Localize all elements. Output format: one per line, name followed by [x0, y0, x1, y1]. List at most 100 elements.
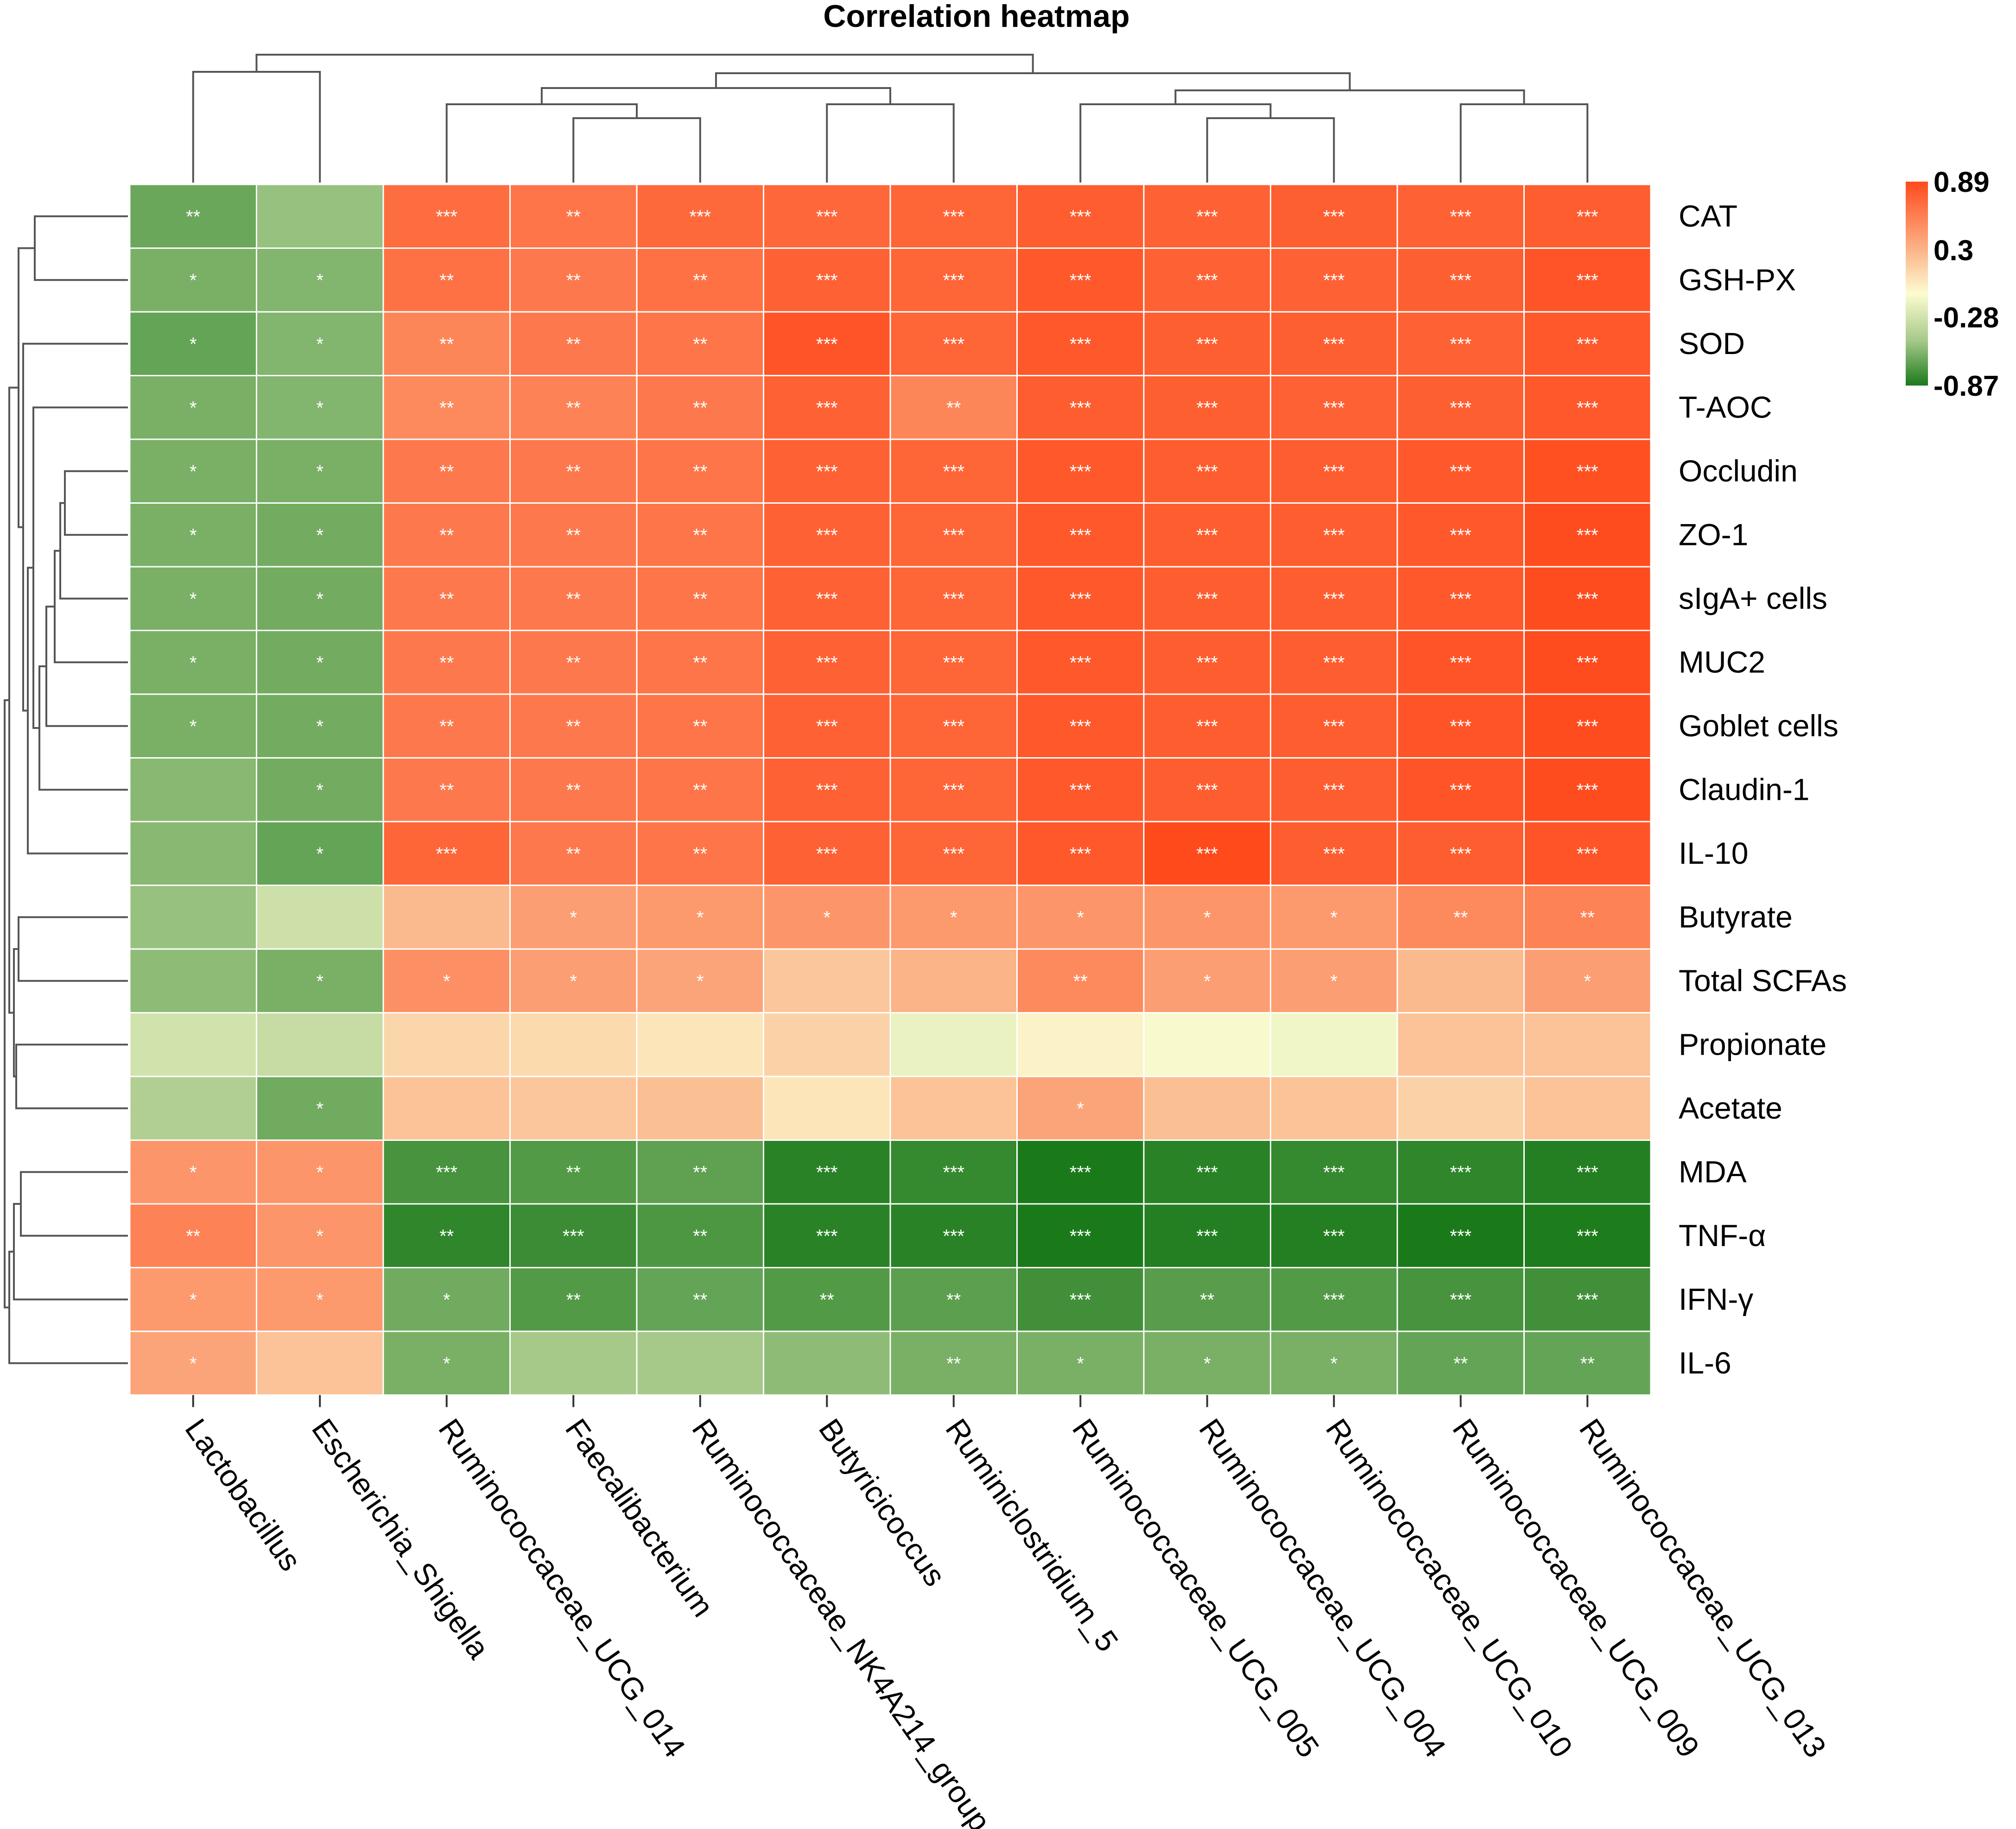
heatmap-cell: [382, 1139, 511, 1205]
heatmap-cell: [129, 502, 257, 568]
row-label-siga-cells: sIgA+ cells: [1679, 581, 1827, 615]
heatmap-cell: [1143, 375, 1271, 440]
significance-mark: ***: [1196, 716, 1218, 737]
dendrogram-branch: [32, 406, 128, 729]
significance-mark: **: [566, 1290, 581, 1310]
heatmap-cell: [763, 1139, 891, 1205]
heatmap-cell: [1016, 757, 1145, 823]
heatmap-cell: [256, 821, 384, 886]
significance-mark: ***: [1450, 589, 1471, 609]
heatmap-cell: [129, 311, 257, 376]
significance-mark: **: [693, 334, 707, 354]
dendrogram-branch: [540, 87, 891, 104]
heatmap-cell: [129, 821, 257, 886]
dendrogram-branch: [59, 502, 128, 600]
heatmap-cell: [1143, 1330, 1271, 1396]
heatmap-cell: [129, 885, 257, 950]
significance-mark: **: [1453, 907, 1468, 928]
heatmap-cell: [763, 821, 891, 886]
heatmap-cell: [636, 1012, 764, 1077]
color-legend: 0.89 0.3 -0.28 -0.87: [1906, 166, 1999, 402]
significance-mark: ***: [1323, 1290, 1345, 1310]
significance-mark: ***: [1450, 462, 1471, 482]
significance-mark: ***: [1577, 1162, 1598, 1183]
heatmap-cell: [509, 438, 638, 504]
significance-mark: *: [190, 462, 197, 482]
significance-mark: ***: [1323, 844, 1345, 864]
heatmap-cell: [1143, 502, 1271, 568]
significance-mark: ***: [1196, 589, 1218, 609]
heatmap-cell: [509, 247, 638, 313]
row-label-goblet-cells: Goblet cells: [1679, 709, 1838, 743]
significance-mark: *: [190, 270, 197, 291]
heatmap-cell: [763, 566, 891, 631]
significance-mark: *: [316, 589, 323, 609]
heatmap-cell: [129, 1076, 257, 1141]
significance-mark: *: [316, 1099, 323, 1119]
heatmap-cell: [1523, 247, 1652, 313]
significance-mark: **: [693, 1162, 707, 1183]
heatmap-cell: [1270, 1139, 1398, 1205]
heatmap-cell: [1016, 1203, 1145, 1268]
significance-mark: **: [439, 270, 454, 291]
significance-mark: ***: [1070, 716, 1091, 737]
significance-mark: ***: [1450, 270, 1471, 291]
significance-mark: ***: [816, 334, 838, 354]
significance-mark: ***: [689, 207, 711, 227]
significance-mark: **: [566, 398, 581, 418]
significance-mark: ***: [943, 844, 964, 864]
heatmap-cell: [256, 566, 384, 631]
significance-mark: ***: [1450, 1290, 1471, 1310]
significance-mark: **: [693, 1226, 707, 1247]
column-label-ruminococcaceae-ucg-009: Ruminococcaceae_UCG_009: [1446, 1412, 1706, 1764]
heatmap-cell: [1270, 821, 1398, 886]
significance-mark: ***: [1070, 1290, 1091, 1310]
significance-mark: ***: [1323, 207, 1345, 227]
significance-mark: ***: [943, 716, 964, 737]
dendrogram-branch: [192, 71, 321, 183]
heatmap-cell: [1523, 375, 1652, 440]
heatmap-cell: [1396, 184, 1525, 249]
row-label-total-scfas: Total SCFAs: [1679, 963, 1847, 998]
heatmap-cell: [763, 1203, 891, 1268]
heatmap-cell: [636, 566, 764, 631]
heatmap-cell: [1396, 1139, 1525, 1205]
significance-mark: ***: [943, 207, 964, 227]
heatmap-cell: [763, 247, 891, 313]
heatmap-cell: [1016, 885, 1145, 950]
heatmap-cell: [1143, 948, 1271, 1013]
significance-mark: **: [439, 462, 454, 482]
dendrogram-branch: [18, 247, 35, 528]
significance-mark: *: [950, 907, 957, 928]
heatmap-cell: [1396, 630, 1525, 695]
significance-mark: **: [439, 652, 454, 673]
heatmap-cell: [509, 1076, 638, 1141]
heatmap-cell: [1396, 821, 1525, 886]
dendrogram-branch: [1206, 117, 1335, 183]
significance-mark: *: [316, 462, 323, 482]
significance-mark: ***: [1070, 207, 1091, 227]
heatmap-cell: [1396, 566, 1525, 631]
column-label-ruminococcaceae-ucg-013: Ruminococcaceae_UCG_013: [1573, 1412, 1833, 1764]
significance-mark: **: [693, 270, 707, 291]
dendrogram-branch: [15, 1044, 128, 1109]
heatmap-cell: [1523, 1330, 1652, 1396]
heatmap-cell: [889, 1076, 1018, 1141]
significance-mark: *: [316, 270, 323, 291]
heatmap-cell: [1270, 1267, 1398, 1332]
column-labels: LactobacillusEscherichia_ShigellaRuminoc…: [178, 1395, 1833, 1829]
significance-mark: **: [186, 1226, 200, 1247]
heatmap-cell: [889, 630, 1018, 695]
row-label-muc2: MUC2: [1679, 645, 1765, 679]
significance-mark: **: [566, 334, 581, 354]
significance-mark: ***: [1450, 398, 1471, 418]
heatmap-cell: [636, 1139, 764, 1205]
row-label-il-10: IL-10: [1679, 836, 1748, 870]
significance-mark: **: [693, 716, 707, 737]
heatmap-cell: [763, 948, 891, 1013]
heatmap-cell: [763, 693, 891, 759]
column-label-ruminococcaceae-nk4a214-group: Ruminococcaceae_NK4A214_group: [685, 1412, 997, 1829]
heatmap-cell: [256, 1330, 384, 1396]
significance-mark: *: [316, 525, 323, 545]
heatmap-cell: [1523, 311, 1652, 376]
